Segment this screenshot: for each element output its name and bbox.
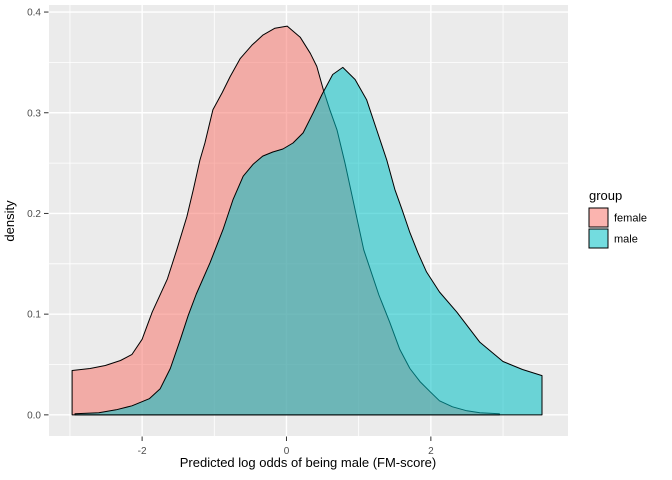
x-tick-labels: -2 0 2 bbox=[138, 446, 434, 457]
y-axis-title: density bbox=[2, 200, 17, 242]
x-tick-label: -2 bbox=[138, 446, 147, 457]
y-tick-labels: 0.0 0.1 0.2 0.3 0.4 bbox=[27, 8, 41, 422]
legend-label-male: male bbox=[614, 234, 638, 246]
y-tick-label: 0.3 bbox=[27, 108, 41, 119]
x-tick-label: 0 bbox=[284, 446, 290, 457]
legend-swatch-male bbox=[588, 228, 609, 249]
legend-title: group bbox=[589, 188, 622, 203]
x-tick-label: 2 bbox=[428, 446, 434, 457]
axis-tick-marks bbox=[44, 11, 432, 441]
legend-swatch-female bbox=[588, 207, 609, 228]
legend-label-female: female bbox=[614, 213, 647, 225]
legend-entries: female male bbox=[588, 207, 647, 249]
y-tick-label: 0.2 bbox=[27, 209, 41, 220]
x-axis-title: Predicted log odds of being male (FM-sco… bbox=[180, 455, 437, 470]
y-tick-label: 0.1 bbox=[27, 310, 41, 321]
y-tick-label: 0.0 bbox=[27, 410, 41, 421]
y-tick-label: 0.4 bbox=[27, 8, 41, 19]
legend: group female male bbox=[588, 188, 647, 249]
male-density-area bbox=[74, 66, 543, 416]
density-areas bbox=[71, 25, 543, 416]
